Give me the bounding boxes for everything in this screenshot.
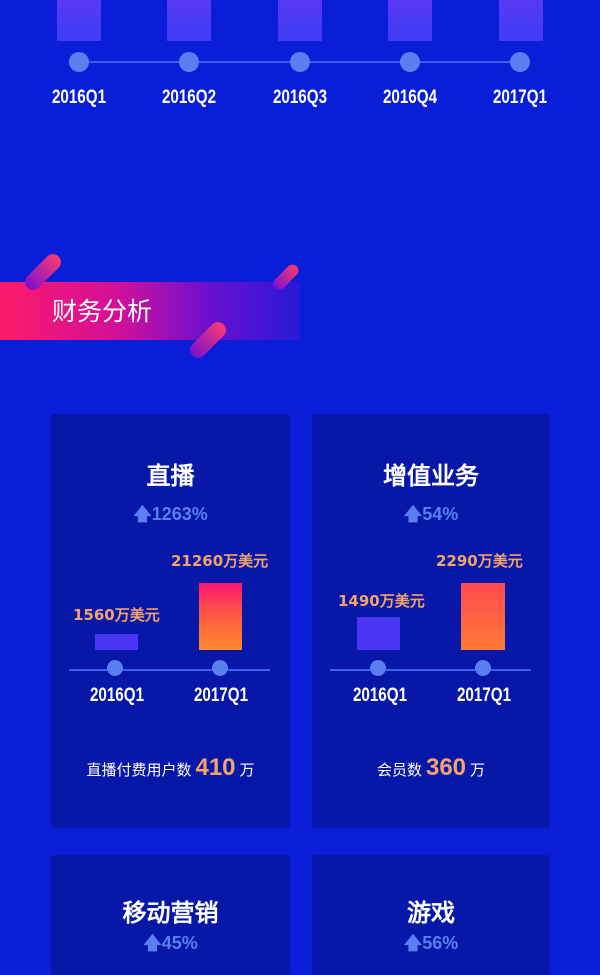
timeline-dot xyxy=(69,52,89,72)
card-value-added: 增值业务 🡅54% 2290万美元 1490万美元 2016Q1 2017Q1 … xyxy=(312,414,550,828)
card-games: 游戏 🡅56% xyxy=(312,855,550,975)
timeline-dot xyxy=(400,52,420,72)
arrow-up-icon: 🡅 xyxy=(133,504,152,524)
footer-unit: 万 xyxy=(470,761,486,779)
card-title: 游戏 xyxy=(407,899,455,927)
timeline-dot xyxy=(510,52,530,72)
growth: 🡅1263% xyxy=(51,502,290,532)
quarter-label: 2017Q1 xyxy=(492,87,548,108)
footer-label: 会员数 xyxy=(376,761,422,779)
card-mobile-marketing: 移动营销 🡅45% xyxy=(51,855,290,975)
value-2017q1: 2290万美元 xyxy=(436,552,523,570)
quarter-label: 2016Q3 xyxy=(272,87,328,108)
arrow-up-icon: 🡅 xyxy=(403,504,423,524)
growth: 🡅56% xyxy=(312,931,550,961)
arrow-up-icon: 🡅 xyxy=(403,933,423,953)
footer-number: 360 xyxy=(425,754,467,781)
quarter-label: 2016Q4 xyxy=(382,87,438,108)
timeline-dot xyxy=(179,52,199,72)
quarter-label: 2016Q1 xyxy=(352,685,408,706)
card-title: 增值业务 xyxy=(383,462,479,490)
growth-value: 45% xyxy=(161,933,198,953)
quarter-label: 2016Q1 xyxy=(89,685,145,706)
timeline-bar xyxy=(499,0,543,41)
value-2016q1: 1560万美元 xyxy=(73,606,160,624)
growth-value: 56% xyxy=(422,933,459,953)
timeline-bar xyxy=(278,0,322,41)
bar-2016q1 xyxy=(95,634,138,650)
axis-line xyxy=(69,669,270,671)
bar-2017q1 xyxy=(461,583,505,650)
footer-number: 410 xyxy=(195,754,236,781)
card-live: 直播 🡅1263% 21260万美元 1560万美元 2016Q1 2017Q1… xyxy=(51,414,290,828)
bar-2016q1 xyxy=(357,617,400,650)
axis-dot xyxy=(107,660,123,676)
card-title: 直播 xyxy=(146,462,195,490)
timeline-bar xyxy=(57,0,101,41)
timeline-bar xyxy=(388,0,432,41)
growth-value: 54% xyxy=(422,504,459,524)
arrow-up-icon: 🡅 xyxy=(143,933,162,953)
card-footer: 直播付费用户数 410 万 xyxy=(51,754,290,782)
growth: 🡅54% xyxy=(312,502,550,532)
quarter-label: 2016Q1 xyxy=(51,87,107,108)
quarter-label: 2016Q2 xyxy=(161,87,217,108)
footer-unit: 万 xyxy=(239,761,255,779)
axis-dot xyxy=(212,660,228,676)
section-title: 财务分析 xyxy=(52,297,153,326)
growth: 🡅45% xyxy=(51,931,290,961)
quarter-label: 2017Q1 xyxy=(456,685,512,706)
growth-value: 1263% xyxy=(151,504,208,524)
bar-2017q1 xyxy=(199,583,242,650)
axis-dot xyxy=(370,660,386,676)
banner-bg xyxy=(0,282,300,340)
axis-line xyxy=(330,669,531,671)
card-footer: 会员数 360 万 xyxy=(312,754,550,782)
card-title: 移动营销 xyxy=(122,899,219,927)
footer-label: 直播付费用户数 xyxy=(86,761,192,779)
axis-dot xyxy=(475,660,491,676)
value-2016q1: 1490万美元 xyxy=(338,592,425,610)
quarter-label: 2017Q1 xyxy=(193,685,249,706)
timeline-dot xyxy=(290,52,310,72)
timeline-bar xyxy=(167,0,211,41)
value-2017q1: 21260万美元 xyxy=(171,552,269,570)
